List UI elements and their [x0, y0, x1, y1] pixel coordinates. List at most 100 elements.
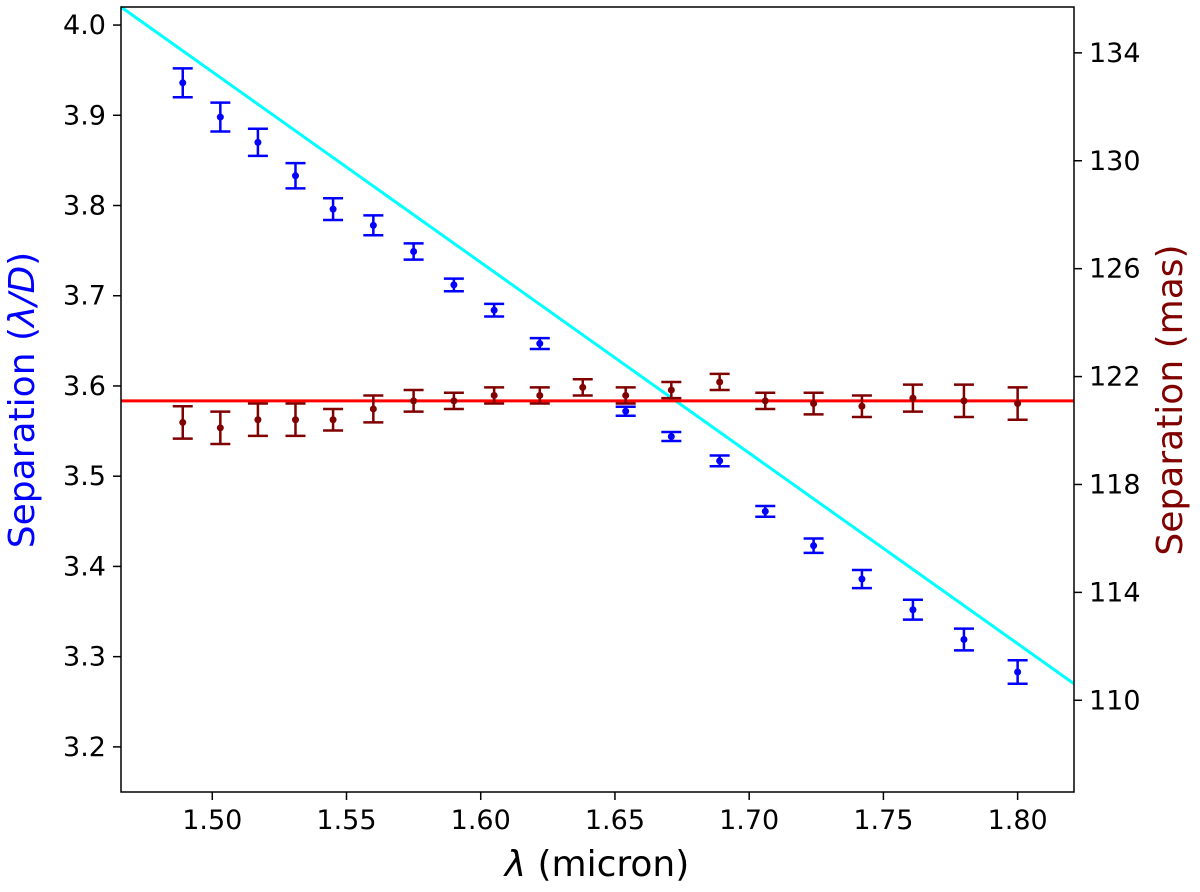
marker-lambda-d: [716, 457, 724, 465]
data-point-lambda-d: [803, 537, 824, 555]
fit-lines: [120, 5, 1075, 685]
data-point-mas: [902, 383, 923, 413]
y-left-tick-label: 3.4: [63, 551, 106, 582]
y-left-axis-label-symbol: λ/D: [2, 266, 43, 329]
data-point-mas: [953, 383, 974, 419]
marker-mas: [536, 391, 544, 399]
data-point-mas: [803, 391, 824, 416]
marker-lambda-d: [329, 205, 337, 213]
data-point-lambda-d: [615, 405, 636, 417]
marker-mas: [858, 402, 866, 410]
data-point-lambda-d: [1007, 659, 1028, 685]
data-point-lambda-d: [403, 242, 424, 261]
marker-mas: [369, 405, 377, 413]
marker-mas: [579, 383, 587, 391]
y-left-axis-ticks: 3.2 3.3 3.4 3.5 3.6 3.7 3.8 3.9 4.0: [63, 10, 121, 763]
x-tick-label: 1.65: [585, 805, 645, 836]
y-right-tick-label: 126: [1089, 254, 1141, 285]
data-point-mas: [172, 404, 193, 440]
y-left-tick-label: 3.2: [63, 732, 106, 763]
y-right-tick-label: 130: [1089, 146, 1141, 177]
marker-lambda-d: [216, 113, 224, 121]
marker-lambda-d: [536, 340, 544, 348]
marker-mas: [810, 400, 818, 408]
marker-mas: [716, 378, 724, 386]
y-right-tick-label: 122: [1089, 362, 1141, 393]
data-point-lambda-d: [172, 67, 193, 99]
data-point-mas: [443, 391, 464, 411]
y-left-axis-label: Separation (λ/D): [2, 252, 43, 548]
marker-lambda-d: [858, 575, 866, 583]
data-point-mas: [615, 386, 636, 405]
data-point-lambda-d: [529, 336, 550, 351]
marker-lambda-d: [960, 636, 968, 644]
data-point-lambda-d: [953, 627, 974, 652]
data-point-mas: [285, 402, 306, 438]
marker-mas: [622, 391, 630, 399]
y-right-tick-label: 134: [1089, 38, 1141, 69]
data-point-mas: [851, 394, 872, 419]
y-right-axis-label: Separation (mas): [1150, 244, 1191, 555]
data-point-mas: [1007, 386, 1028, 421]
data-point-mas: [484, 386, 505, 405]
fit-line-lambda-d: [120, 5, 1075, 685]
marker-mas: [450, 397, 458, 405]
marker-mas: [960, 397, 968, 405]
marker-lambda-d: [369, 221, 377, 229]
marker-mas: [329, 416, 337, 424]
data-point-lambda-d: [851, 568, 872, 590]
data-point-lambda-d: [755, 504, 776, 519]
x-tick-label: 1.70: [719, 805, 779, 836]
marker-mas: [410, 397, 418, 405]
marker-lambda-d: [254, 138, 262, 146]
x-tick-label: 1.80: [988, 805, 1048, 836]
data-point-lambda-d: [247, 127, 268, 158]
data-point-lambda-d: [484, 302, 505, 318]
data-point-mas: [661, 380, 682, 400]
marker-mas: [1014, 400, 1022, 408]
data-point-lambda-d: [443, 277, 464, 293]
marker-mas: [291, 416, 299, 424]
marker-lambda-d: [622, 407, 630, 415]
data-point-mas: [210, 410, 231, 446]
x-axis-label-symbol: λ: [503, 844, 526, 885]
marker-mas: [216, 424, 224, 432]
marker-lambda-d: [761, 507, 769, 515]
x-tick-label: 1.55: [316, 805, 376, 836]
marker-mas: [490, 391, 498, 399]
data-point-mas: [572, 378, 593, 397]
data-point-lambda-d: [210, 101, 231, 133]
data-point-mas: [323, 407, 344, 432]
data-point-mas: [363, 394, 384, 424]
data-point-lambda-d: [902, 598, 923, 621]
x-axis-ticks: 1.50 1.55 1.60 1.65 1.70 1.75 1.80: [182, 792, 1048, 836]
marker-mas: [909, 394, 917, 402]
marker-lambda-d: [667, 432, 675, 440]
marker-lambda-d: [450, 281, 458, 289]
marker-mas: [667, 386, 675, 394]
y-right-axis-ticks: 110 114 118 122 126 130 134: [1074, 38, 1141, 716]
marker-lambda-d: [1014, 668, 1022, 676]
marker-mas: [761, 397, 769, 405]
y-left-tick-label: 3.7: [63, 281, 106, 312]
x-tick-label: 1.60: [451, 805, 511, 836]
y-right-tick-label: 110: [1089, 685, 1141, 716]
data-point-mas: [755, 391, 776, 411]
data-point-lambda-d: [323, 197, 344, 222]
data-point-lambda-d: [363, 214, 384, 237]
data-point-mas: [529, 386, 550, 405]
data-point-lambda-d: [285, 161, 306, 190]
y-right-tick-label: 114: [1089, 577, 1141, 608]
data-points: [172, 67, 1028, 685]
plot-frame: [120, 6, 1075, 793]
data-point-lambda-d: [709, 454, 730, 468]
marker-lambda-d: [490, 306, 498, 314]
marker-lambda-d: [291, 172, 299, 180]
y-right-tick-label: 118: [1089, 469, 1141, 500]
data-point-mas: [709, 372, 730, 392]
marker-lambda-d: [410, 248, 418, 256]
data-point-mas: [403, 388, 424, 413]
y-left-tick-label: 3.6: [63, 371, 106, 402]
